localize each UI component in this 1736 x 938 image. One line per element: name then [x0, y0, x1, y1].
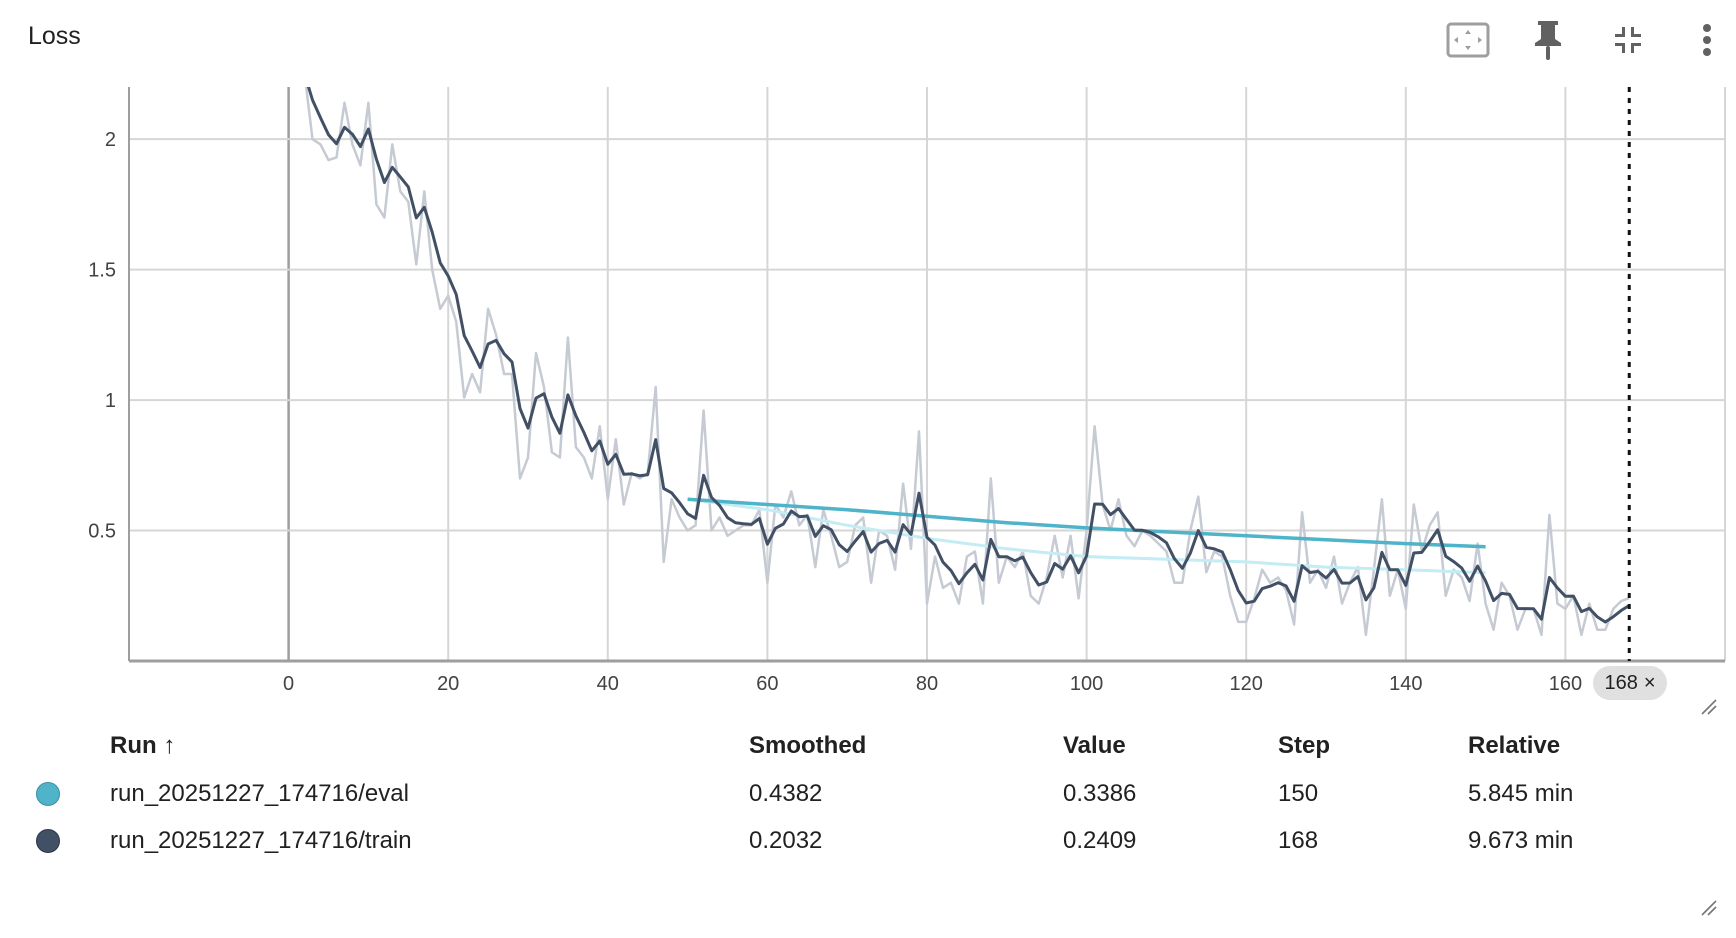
eval-smoothed-line	[687, 497, 1486, 549]
x-tick-label: 40	[597, 673, 619, 695]
header-relative[interactable]: Relative	[1468, 732, 1561, 759]
y-tick-label: 0.5	[88, 521, 116, 543]
y-tick-label: 2	[105, 129, 116, 151]
x-tick-label: 20	[437, 673, 459, 695]
y-tick-label: 1	[105, 390, 116, 412]
pin-button[interactable]	[1524, 16, 1572, 64]
x-tick-label: 120	[1230, 673, 1263, 695]
run-color-swatch[interactable]	[36, 782, 60, 807]
more-vert-icon	[1703, 24, 1711, 56]
relative-time: 5.845 min	[1468, 779, 1574, 807]
runs-table: Run ↑ Smoothed Value Step Relative run_2…	[0, 722, 1573, 864]
table-row: run_20251227_174716/train 0.2032 0.2409 …	[0, 817, 1573, 864]
y-tick-label: 1.5	[88, 260, 116, 282]
x-tick-label: 60	[756, 673, 778, 695]
step: 150	[1278, 779, 1319, 807]
loss-chart[interactable]: 0 20 40 60 80 100 120 140 160 0.5 1 1.5 2	[0, 0, 1736, 720]
table-row: run_20251227_174716/eval 0.4382 0.3386 1…	[0, 770, 1573, 817]
resize-handle-icon[interactable]	[1700, 899, 1718, 917]
train-smoothed-line	[306, 87, 1630, 624]
step: 168	[1278, 826, 1319, 854]
step-chip[interactable]: 168 ×	[1593, 666, 1667, 700]
x-tick-label: 80	[916, 673, 938, 695]
table-header-row: Run ↑ Smoothed Value Step Relative	[0, 722, 1573, 770]
card-title: Loss	[28, 22, 81, 50]
pin-icon	[1535, 21, 1561, 60]
x-tick-label: 160	[1549, 673, 1582, 695]
fit-to-data-button[interactable]	[1444, 16, 1492, 64]
header-run[interactable]: Run ↑	[110, 732, 176, 759]
header-step[interactable]: Step	[1278, 732, 1331, 759]
plot-lines	[304, 87, 1630, 637]
run-name: run_20251227_174716/train	[110, 826, 412, 854]
run-name: run_20251227_174716/eval	[110, 779, 409, 807]
fit-to-data-icon	[1446, 22, 1490, 58]
header-value[interactable]: Value	[1063, 732, 1126, 759]
x-tick-label: 0	[283, 673, 294, 695]
smoothed-value: 0.4382	[749, 779, 823, 807]
x-tick-label: 140	[1389, 673, 1422, 695]
run-color-swatch[interactable]	[36, 829, 60, 854]
value: 0.2409	[1063, 826, 1137, 854]
value: 0.3386	[1063, 779, 1137, 807]
resize-handle-icon[interactable]	[1700, 698, 1718, 716]
x-tick-label: 100	[1070, 673, 1103, 695]
step-chip-label: 168	[1604, 671, 1638, 694]
more-options-button[interactable]	[1683, 16, 1731, 64]
close-icon[interactable]: ×	[1643, 671, 1656, 694]
relative-time: 9.673 min	[1468, 826, 1574, 854]
header-smoothed[interactable]: Smoothed	[749, 732, 867, 759]
smoothed-value: 0.2032	[749, 826, 823, 854]
